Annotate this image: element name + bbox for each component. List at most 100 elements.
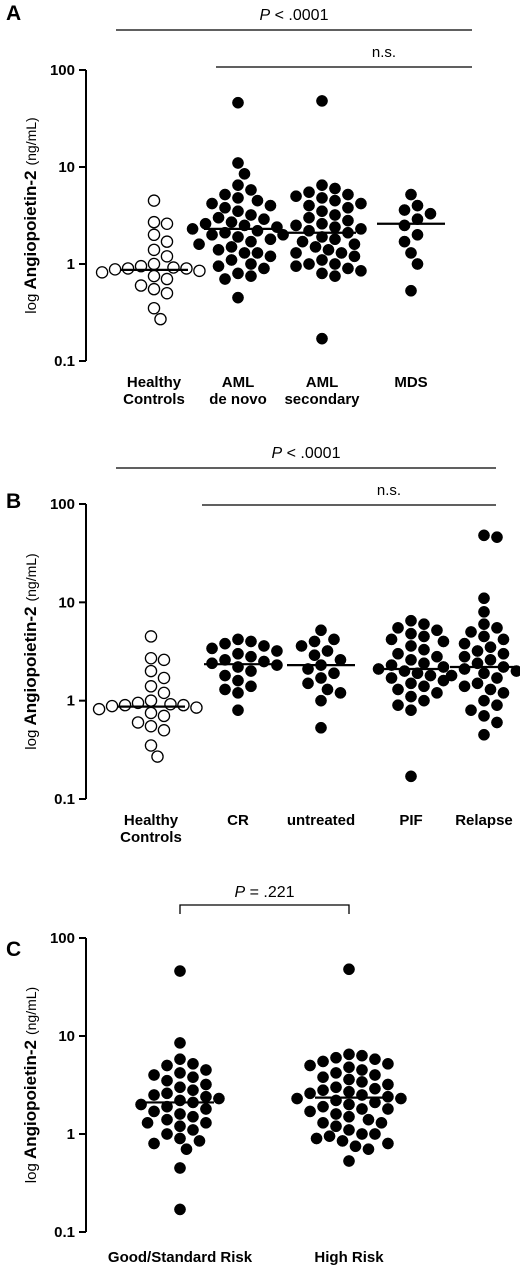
data-point	[154, 312, 167, 326]
panel-letter: C	[6, 938, 21, 961]
category-label: CR	[227, 812, 249, 829]
data-point	[212, 243, 225, 256]
data-point	[219, 654, 231, 666]
data-point	[458, 663, 471, 675]
data-point	[329, 209, 341, 221]
data-point	[497, 687, 510, 699]
category-label: AML	[222, 374, 255, 391]
data-point	[290, 190, 302, 203]
data-point	[95, 266, 109, 279]
data-point	[478, 529, 490, 542]
data-point	[161, 1074, 173, 1087]
data-point	[177, 698, 190, 712]
y-axis-label-unit: (ng/mL)	[23, 553, 39, 601]
data-point	[219, 188, 231, 201]
data-point	[343, 1155, 355, 1167]
data-point	[316, 217, 328, 230]
data-point	[258, 655, 270, 668]
data-point	[392, 699, 404, 712]
data-point	[315, 624, 327, 637]
data-point	[317, 1071, 329, 1084]
data-point	[144, 651, 158, 665]
category-label: Relapse	[455, 812, 513, 829]
data-point	[418, 630, 430, 643]
data-point	[303, 199, 315, 212]
category-label: Controls	[120, 829, 182, 846]
data-point	[148, 1069, 160, 1081]
data-point	[322, 243, 335, 256]
data-point	[342, 201, 354, 214]
data-point	[445, 669, 458, 682]
data-point	[355, 264, 367, 277]
data-point	[316, 231, 328, 243]
data-point	[302, 677, 314, 690]
y-axis-label-unit: (ng/mL)	[23, 117, 39, 165]
data-point	[329, 258, 341, 270]
data-point	[343, 1073, 355, 1086]
data-point	[160, 235, 174, 248]
data-point	[309, 241, 322, 253]
data-point	[356, 1128, 368, 1140]
data-point	[232, 633, 244, 646]
data-point	[271, 645, 283, 657]
data-point	[200, 1078, 212, 1091]
y-tick-label: 1	[67, 256, 75, 273]
data-point	[147, 257, 161, 271]
significance-label: n.s.	[372, 44, 396, 61]
data-point	[174, 965, 186, 977]
data-point	[193, 264, 206, 278]
data-point	[491, 622, 503, 634]
data-point	[405, 690, 417, 703]
panel-B: B 0.1 1 10 100 log Angiopoietin-2 (ng/mL) Healt…	[6, 445, 520, 846]
data-point	[308, 635, 321, 648]
data-point	[238, 167, 251, 180]
data-point	[330, 1094, 342, 1107]
data-point	[148, 1137, 160, 1150]
data-point	[343, 1061, 355, 1074]
data-point	[232, 96, 244, 109]
data-point	[232, 205, 244, 218]
data-point	[157, 653, 171, 667]
significance-label: n.s.	[377, 482, 401, 499]
data-point	[491, 531, 503, 544]
data-point	[92, 702, 106, 716]
data-point	[212, 211, 225, 224]
data-point	[174, 1094, 186, 1107]
data-point	[315, 672, 327, 684]
data-point	[310, 1132, 323, 1145]
category-label: Healthy	[127, 374, 182, 391]
data-point	[334, 654, 347, 666]
data-point	[290, 260, 302, 273]
data-point	[405, 704, 417, 717]
data-point	[356, 1089, 368, 1101]
data-point	[491, 672, 503, 684]
data-point	[245, 635, 257, 648]
significance-label: P = .221	[234, 884, 294, 901]
data-point	[225, 216, 238, 229]
data-point	[431, 624, 443, 637]
data-point	[330, 1120, 342, 1133]
data-point	[405, 640, 417, 652]
data-point	[458, 637, 471, 650]
data-point	[144, 706, 158, 720]
data-point	[398, 665, 411, 677]
data-point	[206, 228, 218, 241]
category-label: PIF	[399, 812, 422, 829]
data-point	[362, 1113, 375, 1126]
category-label: Healthy	[124, 812, 179, 829]
data-point	[131, 716, 145, 729]
data-point	[144, 694, 158, 707]
data-point	[141, 1116, 154, 1129]
y-tick-label: 1	[67, 693, 75, 710]
data-point	[348, 250, 361, 263]
data-point	[316, 254, 328, 266]
data-point	[405, 188, 417, 201]
data-point	[398, 219, 411, 232]
data-point	[348, 238, 361, 251]
data-point	[437, 661, 450, 673]
data-point	[199, 217, 212, 230]
data-point	[200, 1064, 212, 1076]
data-point	[497, 633, 510, 646]
data-point	[342, 188, 354, 201]
data-point	[355, 223, 367, 235]
